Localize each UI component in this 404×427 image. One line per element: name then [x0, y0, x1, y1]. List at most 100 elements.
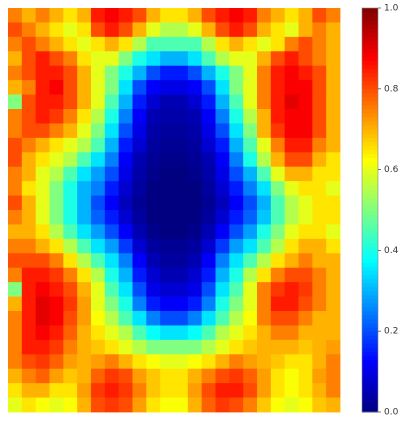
heatmap-cell — [326, 311, 341, 326]
heatmap-cell — [160, 181, 175, 196]
heatmap-cell — [201, 94, 216, 110]
heatmap-cell — [63, 383, 78, 398]
heatmap-cell — [160, 238, 175, 254]
heatmap-cell — [312, 383, 327, 398]
heatmap-cell — [77, 267, 92, 283]
heatmap-cell — [35, 267, 50, 283]
heatmap-cell — [160, 397, 175, 413]
heatmap-cell — [284, 8, 299, 23]
heatmap-cell — [312, 325, 327, 341]
heatmap-cell — [49, 36, 64, 52]
heatmap-cell — [312, 296, 327, 312]
colorbar-tick-label: 0.4 — [384, 246, 399, 256]
colorbar-segment — [362, 157, 378, 163]
colorbar-segment — [362, 399, 378, 405]
heatmap-cell — [63, 181, 78, 196]
colorbar-segment — [362, 250, 378, 255]
heatmap-cell — [270, 267, 286, 283]
heatmap-cell — [118, 80, 133, 95]
heatmap-cell — [8, 282, 23, 297]
heatmap-cell — [215, 267, 230, 283]
heatmap-cell — [63, 210, 78, 225]
heatmap-cell — [49, 238, 64, 254]
colorbar-tick-label: 0.6 — [384, 165, 399, 175]
heatmap-cell — [77, 65, 92, 81]
heatmap-cell — [35, 311, 50, 326]
heatmap-cell — [326, 210, 341, 225]
heatmap-cell — [215, 296, 230, 312]
colorbar-segment — [362, 133, 378, 138]
heatmap-cell — [312, 94, 327, 110]
heatmap-cell — [284, 123, 299, 139]
heatmap-cell — [243, 368, 258, 384]
heatmap-cell — [326, 181, 341, 196]
heatmap-cell — [21, 137, 37, 153]
heatmap-cell — [312, 253, 327, 269]
colorbar-segment — [362, 88, 378, 94]
heatmap-cell — [243, 296, 258, 312]
heatmap-cell — [284, 397, 299, 413]
heatmap-cell — [91, 267, 106, 283]
heatmap-cell — [215, 36, 230, 52]
heatmap-cell — [8, 296, 23, 312]
heatmap-cell — [8, 51, 23, 67]
heatmap-cell — [118, 36, 133, 52]
heatmap-cell — [35, 397, 50, 413]
heatmap-cell — [63, 282, 78, 297]
heatmap-cell — [270, 152, 286, 168]
heatmap-cell — [91, 282, 106, 297]
heatmap-cell — [21, 238, 37, 254]
heatmap-cell — [257, 296, 272, 312]
heatmap-cell — [91, 311, 106, 326]
heatmap-cell — [326, 296, 341, 312]
heatmap-cell — [146, 238, 161, 254]
heatmap-cell — [160, 383, 175, 398]
heatmap-cell — [8, 94, 23, 110]
heatmap-cell — [146, 325, 161, 341]
heatmap-cell — [77, 253, 92, 269]
colorbar-segment — [362, 363, 378, 369]
colorbar-segment — [362, 125, 378, 130]
heatmap-cell — [132, 282, 147, 297]
colorbar-segment — [362, 383, 378, 389]
heatmap-cell — [284, 354, 299, 370]
colorbar-segment — [362, 104, 378, 110]
heatmap-cell — [201, 253, 216, 269]
heatmap-cell — [229, 383, 244, 398]
colorbar-segment — [362, 92, 378, 98]
colorbar-segment — [362, 169, 378, 175]
heatmap-cell — [187, 109, 203, 124]
heatmap-cell — [21, 339, 37, 355]
heatmap-cell — [215, 354, 230, 370]
heatmap-cell — [174, 109, 189, 124]
heatmap-cell — [49, 137, 64, 153]
heatmap-cell — [35, 166, 50, 182]
colorbar-segment — [362, 266, 378, 272]
heatmap-cell — [326, 109, 341, 124]
heatmap-cell — [104, 123, 120, 139]
heatmap-cell — [63, 36, 78, 52]
heatmap-cell — [63, 109, 78, 124]
heatmap-cell — [284, 339, 299, 355]
colorbar-segment — [362, 20, 378, 25]
heatmap-cell — [243, 339, 258, 355]
heatmap-cell — [91, 368, 106, 384]
heatmap-cell — [326, 282, 341, 297]
heatmap-cell — [298, 8, 313, 23]
heatmap-cell — [174, 397, 189, 413]
heatmap-cell — [257, 51, 272, 67]
heatmap-cell — [132, 36, 147, 52]
heatmap-cell — [187, 51, 203, 67]
colorbar-segment — [362, 113, 378, 118]
heatmap-cell — [229, 181, 244, 196]
heatmap-cell — [118, 181, 133, 196]
heatmap-cell — [146, 36, 161, 52]
colorbar-segment — [362, 153, 378, 158]
heatmap-cell — [243, 210, 258, 225]
heatmap-cell — [118, 267, 133, 283]
heatmap-cell — [35, 368, 50, 384]
heatmap-cell — [35, 51, 50, 67]
heatmap-cell — [257, 109, 272, 124]
heatmap-cell — [63, 80, 78, 95]
